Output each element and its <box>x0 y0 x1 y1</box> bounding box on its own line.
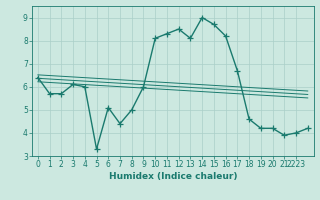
X-axis label: Humidex (Indice chaleur): Humidex (Indice chaleur) <box>108 172 237 181</box>
